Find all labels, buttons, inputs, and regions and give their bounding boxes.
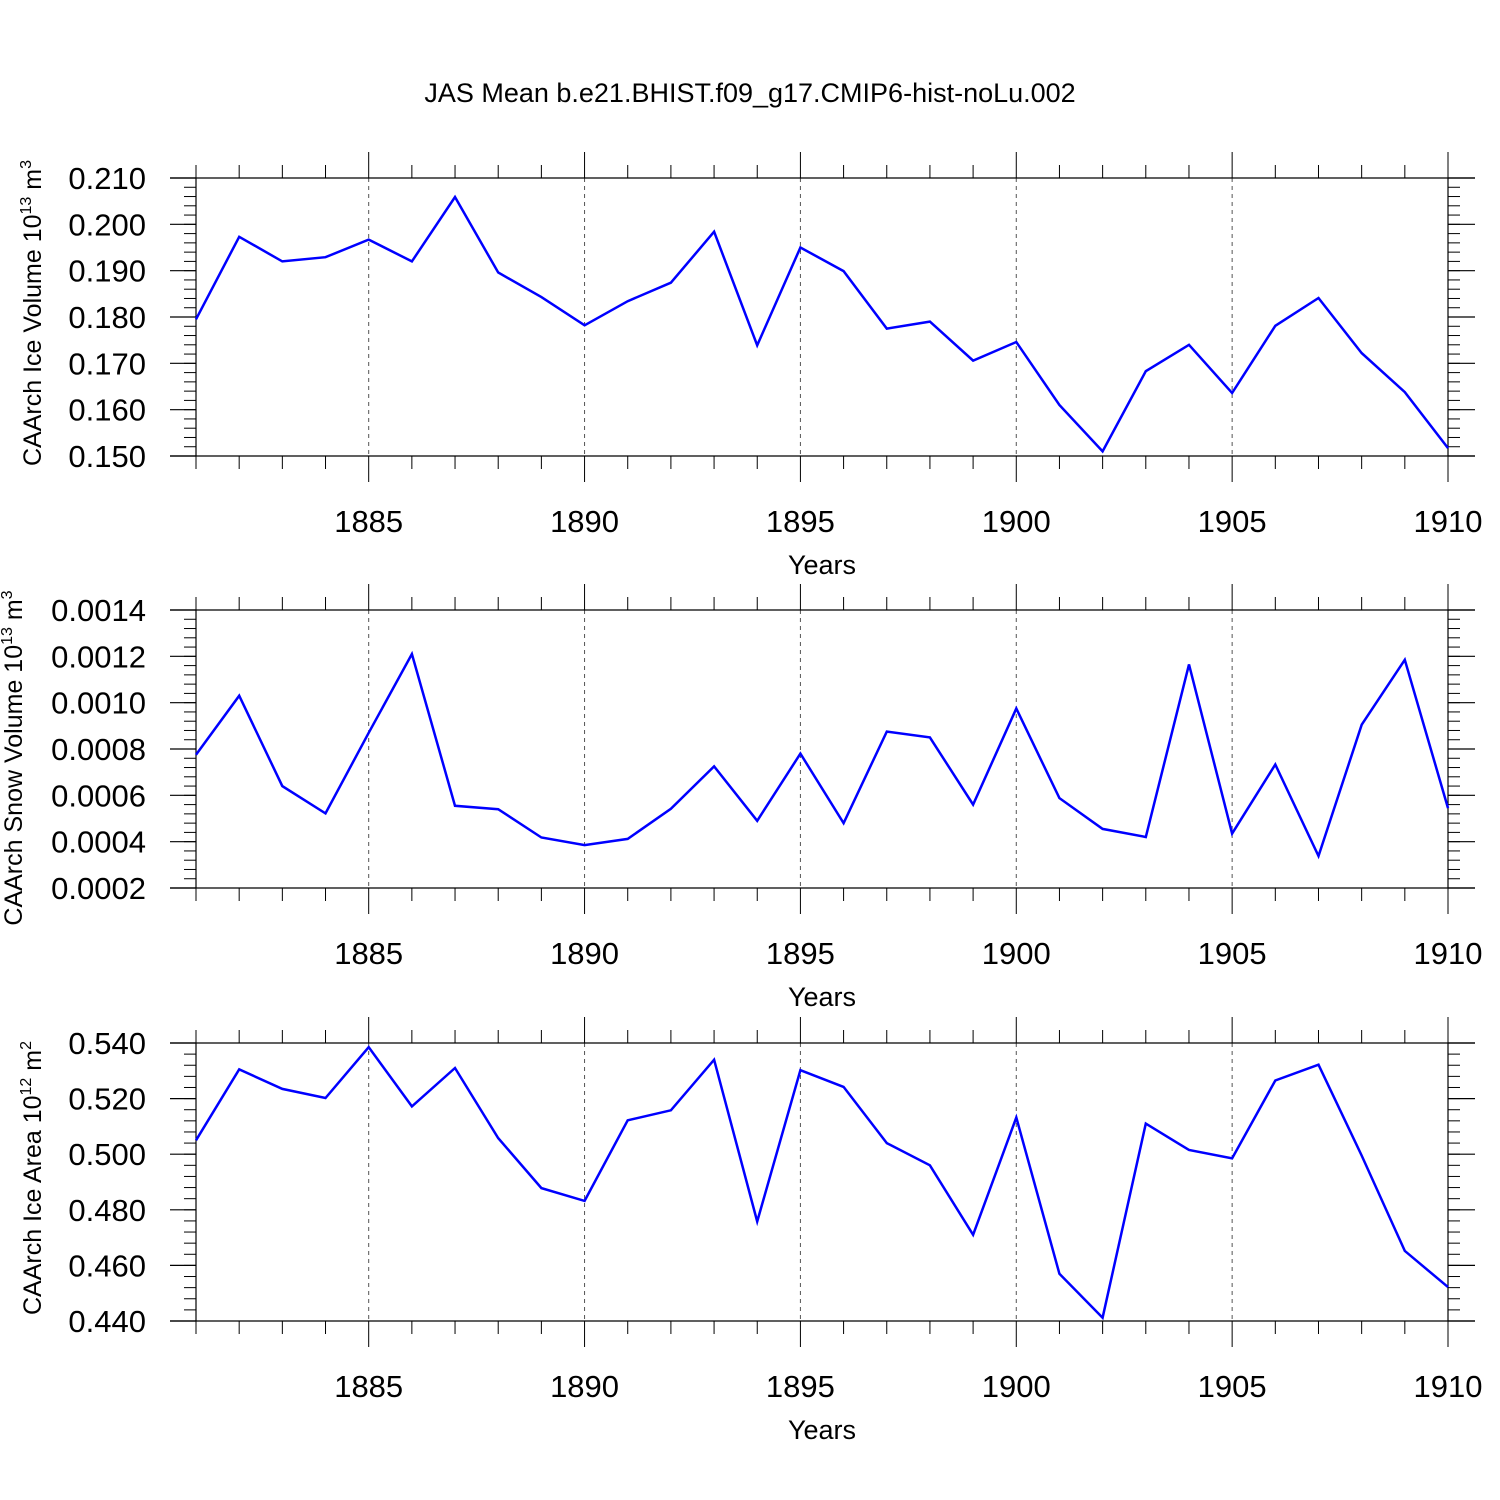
y-tick-label: 0.0012 bbox=[51, 639, 146, 674]
x-tick-label: 1910 bbox=[1414, 936, 1483, 971]
y-tick-label: 0.200 bbox=[68, 207, 146, 242]
x-axis-title: Years bbox=[788, 982, 856, 1012]
y-tick-label: 0.180 bbox=[68, 300, 146, 335]
x-axis-title: Years bbox=[788, 550, 856, 580]
chart-panel-2: 0.0002 0.0004 0.0006 0.0008 0.0010 0.0012 0.00… bbox=[0, 584, 1482, 1012]
y-tick-label: 0.160 bbox=[68, 393, 146, 428]
y-tick-label: 0.170 bbox=[68, 346, 146, 381]
x-tick-label: 1890 bbox=[550, 1369, 619, 1404]
y-tick-label: 0.460 bbox=[68, 1248, 146, 1283]
x-tick-label: 1905 bbox=[1198, 504, 1267, 539]
series-line bbox=[194, 1045, 1449, 1321]
x-tick-label: 1885 bbox=[334, 936, 403, 971]
x-axis-title: Years bbox=[788, 1415, 856, 1445]
chart-panel-3: 0.440 0.460 0.480 0.500 0.520 0.540 1885 1890 18… bbox=[18, 1017, 1482, 1445]
x-tick-label: 1885 bbox=[334, 1369, 403, 1404]
y-tick-label: 0.0014 bbox=[51, 593, 146, 628]
x-tick-label: 1905 bbox=[1198, 936, 1267, 971]
chart-panel-1: 0.150 0.160 0.170 0.180 0.190 0.200 0.210 1885 1… bbox=[18, 152, 1482, 580]
x-tick-label: 1890 bbox=[550, 936, 619, 971]
series-line bbox=[194, 650, 1450, 860]
y-tick-label: 0.0006 bbox=[51, 778, 146, 813]
y-tick-label: 0.190 bbox=[68, 254, 146, 289]
y-tick-label: 0.0008 bbox=[51, 732, 146, 767]
x-tick-label: 1895 bbox=[766, 936, 835, 971]
x-tick-label: 1900 bbox=[982, 1369, 1051, 1404]
y-tick-label: 0.480 bbox=[68, 1193, 146, 1228]
x-tick-label: 1885 bbox=[334, 504, 403, 539]
x-tick-label: 1900 bbox=[982, 936, 1051, 971]
y-tick-label: 0.500 bbox=[68, 1137, 146, 1172]
x-tick-label: 1895 bbox=[766, 1369, 835, 1404]
y-axis-title: CAArch Snow Volume 1013 m3 bbox=[0, 590, 28, 925]
y-tick-label: 0.520 bbox=[68, 1082, 146, 1117]
y-tick-label: 0.0002 bbox=[51, 871, 146, 906]
series-line bbox=[194, 194, 1449, 454]
x-tick-label: 1895 bbox=[766, 504, 835, 539]
x-tick-label: 1910 bbox=[1414, 504, 1483, 539]
y-tick-label: 0.440 bbox=[68, 1304, 146, 1339]
x-tick-label: 1900 bbox=[982, 504, 1051, 539]
y-tick-label: 0.540 bbox=[68, 1026, 146, 1061]
y-tick-label: 0.150 bbox=[68, 439, 146, 474]
page-title: JAS Mean b.e21.BHIST.f09_g17.CMIP6-hist-… bbox=[424, 78, 1076, 108]
x-tick-label: 1890 bbox=[550, 504, 619, 539]
y-axis-title: CAArch Ice Area 1012 m2 bbox=[18, 1041, 47, 1315]
x-tick-label: 1905 bbox=[1198, 1369, 1267, 1404]
y-tick-label: 0.0010 bbox=[51, 686, 146, 721]
y-axis-title: CAArch Ice Volume 1013 m3 bbox=[18, 160, 47, 466]
y-tick-label: 0.210 bbox=[68, 161, 146, 196]
x-tick-label: 1910 bbox=[1414, 1369, 1483, 1404]
y-tick-label: 0.0004 bbox=[51, 825, 146, 860]
